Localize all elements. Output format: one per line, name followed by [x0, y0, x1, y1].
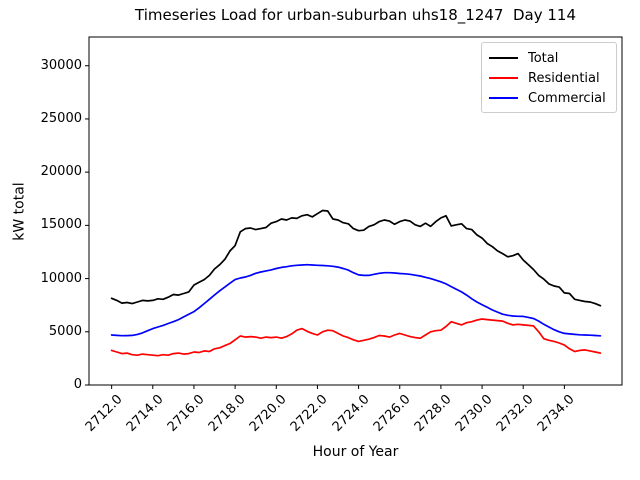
y-tick-label: 30000 — [40, 57, 82, 73]
y-tick-label: 15000 — [40, 217, 82, 233]
series-line-total — [110, 209, 602, 307]
chart-title: Timeseries Load for urban-suburban uhs18… — [135, 6, 576, 24]
y-tick-label: 25000 — [40, 110, 82, 126]
legend-label: Total — [528, 50, 559, 66]
series-line-commercial — [110, 263, 602, 337]
axes-frame — [88, 36, 623, 386]
y-tick-label: 0 — [73, 377, 82, 392]
legend-label: Commercial — [528, 90, 606, 106]
x-axis-label: Hour of Year — [312, 444, 399, 460]
y-tick-label: 5000 — [48, 323, 82, 339]
legend-line-commercial — [489, 97, 518, 99]
series-line-residential — [110, 318, 602, 357]
y-tick-label: 10000 — [40, 270, 82, 286]
legend: Total Residential Commercial — [481, 42, 617, 113]
legend-item-total: Total — [489, 48, 609, 68]
legend-line-total — [489, 57, 518, 59]
legend-line-residential — [489, 77, 518, 79]
legend-item-commercial: Commercial — [489, 88, 609, 108]
legend-item-residential: Residential — [489, 68, 609, 88]
legend-label: Residential — [528, 70, 600, 86]
y-tick-label: 20000 — [40, 164, 82, 180]
